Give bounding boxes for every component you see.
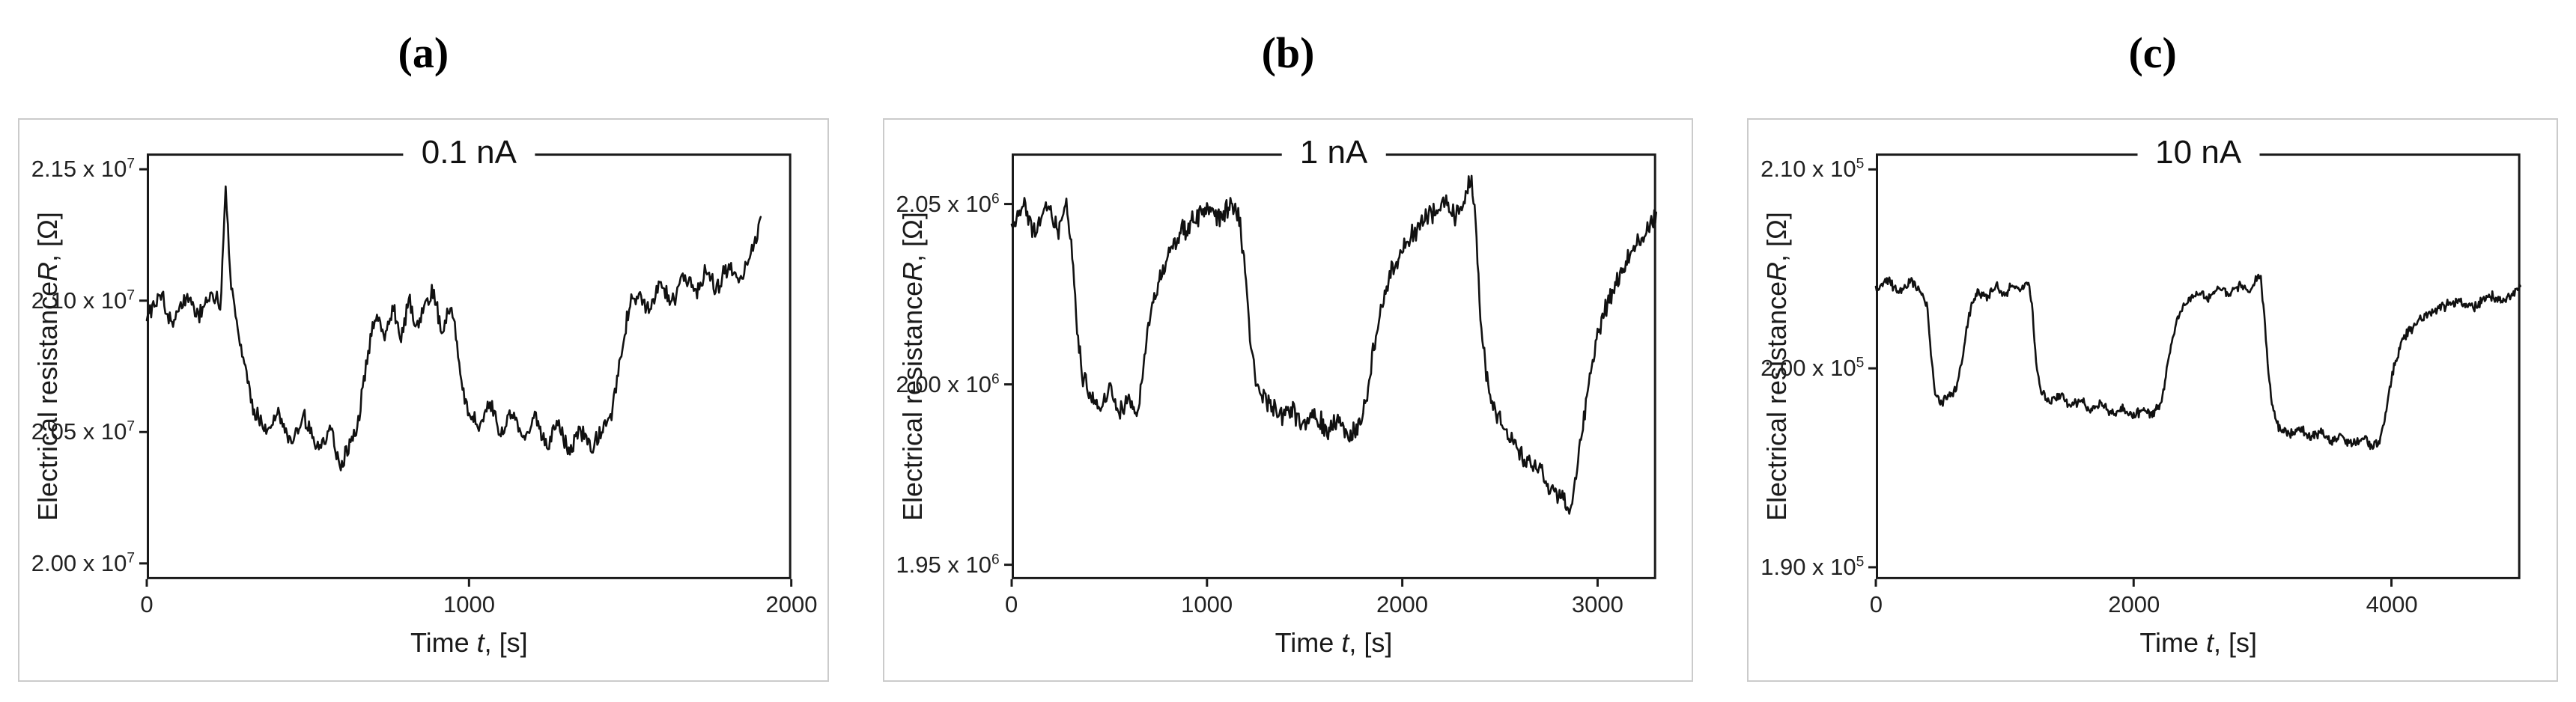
y-tick-mantissa: 1.90 x 10 bbox=[1761, 554, 1856, 581]
x-tick-label: 0 bbox=[1869, 591, 1883, 617]
chart-frame-c: Electrical resistance R, [Ω] 10 nA Time … bbox=[1747, 118, 2559, 682]
plot-area-a: 0.1 nA Time t, [s] 0 1000 2000 2.15 x 107 2.… bbox=[31, 134, 817, 658]
y-tick-mantissa: 2.10 x 10 bbox=[31, 287, 127, 314]
x-axis-title-symbol: t bbox=[476, 627, 484, 658]
y-tick-label: 2.15 x 107 bbox=[31, 156, 135, 183]
x-axis-title-prefix: Time bbox=[2139, 627, 2206, 658]
y-axis-title-symbol: R bbox=[32, 261, 63, 281]
y-tick-label: 2.00 x 107 bbox=[31, 550, 135, 577]
y-tick-mantissa: 2.15 x 10 bbox=[31, 156, 127, 183]
y-tick-label: 2.05 x 106 bbox=[896, 191, 999, 218]
chart-frame-a: Electrical resistance R, [Ω] 0.1 nA Time… bbox=[18, 118, 829, 682]
plot-area-c: 10 nA Time t, [s] 0 2000 4000 2.10 x 105 2.0… bbox=[1761, 134, 2522, 658]
x-axis-title-symbol: t bbox=[2205, 627, 2214, 658]
y-axis-title-suffix: , [Ω] bbox=[32, 211, 63, 262]
y-tick-exponent: 7 bbox=[127, 156, 135, 172]
chart-svg bbox=[139, 153, 793, 587]
y-tick-exponent: 5 bbox=[1856, 156, 1865, 172]
figure-panel-a: (a) Electrical resistance R, [Ω] 0.1 nA … bbox=[18, 0, 829, 682]
y-tick-label: 1.95 x 106 bbox=[896, 552, 999, 579]
y-tick-exponent: 5 bbox=[1856, 554, 1865, 570]
y-axis-title: Electrical resistance R, [Ω] bbox=[30, 153, 66, 579]
y-tick-exponent: 7 bbox=[127, 287, 135, 304]
x-axis-title-prefix: Time bbox=[410, 627, 477, 658]
x-axis-title-suffix: , [s] bbox=[2214, 627, 2258, 658]
y-tick-exponent: 6 bbox=[991, 552, 1000, 568]
resistance-trace bbox=[145, 185, 762, 471]
x-axis-title: Time t, [s] bbox=[410, 627, 528, 659]
y-tick-mantissa: 2.10 x 10 bbox=[1761, 156, 1856, 183]
y-tick-mantissa: 2.05 x 10 bbox=[896, 190, 991, 217]
x-tick-label: 2000 bbox=[2108, 591, 2160, 617]
resistance-trace bbox=[1010, 174, 1657, 515]
x-tick-label: 2000 bbox=[765, 591, 818, 617]
x-axis-title: Time t, [s] bbox=[1275, 627, 1393, 659]
figure-row: (a) Electrical resistance R, [Ω] 0.1 nA … bbox=[18, 0, 2559, 682]
chart-svg bbox=[1003, 153, 1657, 587]
y-axis-title-symbol: R bbox=[1761, 261, 1793, 281]
chart-svg bbox=[1868, 153, 2522, 587]
x-axis-title-suffix: , [s] bbox=[484, 627, 528, 658]
y-axis-title-suffix: , [Ω] bbox=[896, 211, 928, 262]
x-tick-label: 0 bbox=[1005, 591, 1018, 617]
panel-letter-c: (c) bbox=[2128, 28, 2177, 77]
x-tick-label: 3000 bbox=[1571, 591, 1623, 617]
y-axis-title-suffix: , [Ω] bbox=[1761, 211, 1793, 262]
figure-panel-c: (c) Electrical resistance R, [Ω] 10 nA T… bbox=[1747, 0, 2559, 682]
x-axis-title-prefix: Time bbox=[1275, 627, 1342, 658]
y-tick-label: 2.00 x 106 bbox=[896, 371, 999, 398]
y-tick-exponent: 6 bbox=[991, 191, 1000, 207]
y-tick-mantissa: 2.05 x 10 bbox=[31, 418, 127, 445]
y-axis-title-prefix: Electrical resistance bbox=[1761, 281, 1793, 522]
plot-area-b: 1 nA Time t, [s] 0 1000 2000 3000 2.05 x 106… bbox=[896, 134, 1657, 658]
plot-frame bbox=[147, 153, 792, 579]
y-tick-mantissa: 2.00 x 10 bbox=[896, 370, 991, 397]
panel-letter-a: (a) bbox=[398, 28, 449, 77]
y-tick-exponent: 6 bbox=[991, 371, 1000, 388]
x-axis-title-suffix: , [s] bbox=[1349, 627, 1393, 658]
x-tick-label: 1000 bbox=[443, 591, 495, 617]
resistance-trace bbox=[1875, 273, 2522, 451]
y-tick-exponent: 7 bbox=[127, 418, 135, 435]
y-tick-exponent: 5 bbox=[1856, 355, 1865, 371]
x-tick-label: 1000 bbox=[1181, 591, 1233, 617]
plot-frame bbox=[1011, 153, 1656, 579]
plot-frame bbox=[1876, 153, 2521, 579]
y-tick-label: 2.10 x 107 bbox=[31, 287, 135, 314]
y-tick-label: 2.00 x 105 bbox=[1761, 355, 1864, 382]
chart-title-c: 10 nA bbox=[2137, 134, 2260, 171]
y-axis-title-symbol: R bbox=[896, 261, 928, 281]
y-tick-label: 2.10 x 105 bbox=[1761, 156, 1864, 183]
chart-title-b: 1 nA bbox=[1281, 134, 1386, 171]
y-axis-title-prefix: Electrical resistance bbox=[32, 281, 63, 522]
x-axis-title-symbol: t bbox=[1341, 627, 1349, 658]
y-tick-label: 2.05 x 107 bbox=[31, 418, 135, 445]
y-axis-title-prefix: Electrical resistance bbox=[896, 281, 928, 522]
y-tick-mantissa: 2.00 x 10 bbox=[1761, 355, 1856, 382]
x-tick-label: 0 bbox=[140, 591, 154, 617]
x-tick-label: 2000 bbox=[1376, 591, 1428, 617]
y-tick-mantissa: 2.00 x 10 bbox=[31, 549, 127, 576]
y-tick-mantissa: 1.95 x 10 bbox=[896, 551, 991, 578]
chart-frame-b: Electrical resistance R, [Ω] 1 nA Time t… bbox=[882, 118, 1694, 682]
panel-letter-b: (b) bbox=[1261, 28, 1315, 77]
figure-panel-b: (b) Electrical resistance R, [Ω] 1 nA Ti… bbox=[882, 0, 1694, 682]
x-tick-label: 4000 bbox=[2366, 591, 2418, 617]
y-tick-label: 1.90 x 105 bbox=[1761, 554, 1864, 581]
x-axis-title: Time t, [s] bbox=[2139, 627, 2257, 659]
y-tick-exponent: 7 bbox=[127, 550, 135, 567]
chart-title-a: 0.1 nA bbox=[403, 134, 535, 171]
